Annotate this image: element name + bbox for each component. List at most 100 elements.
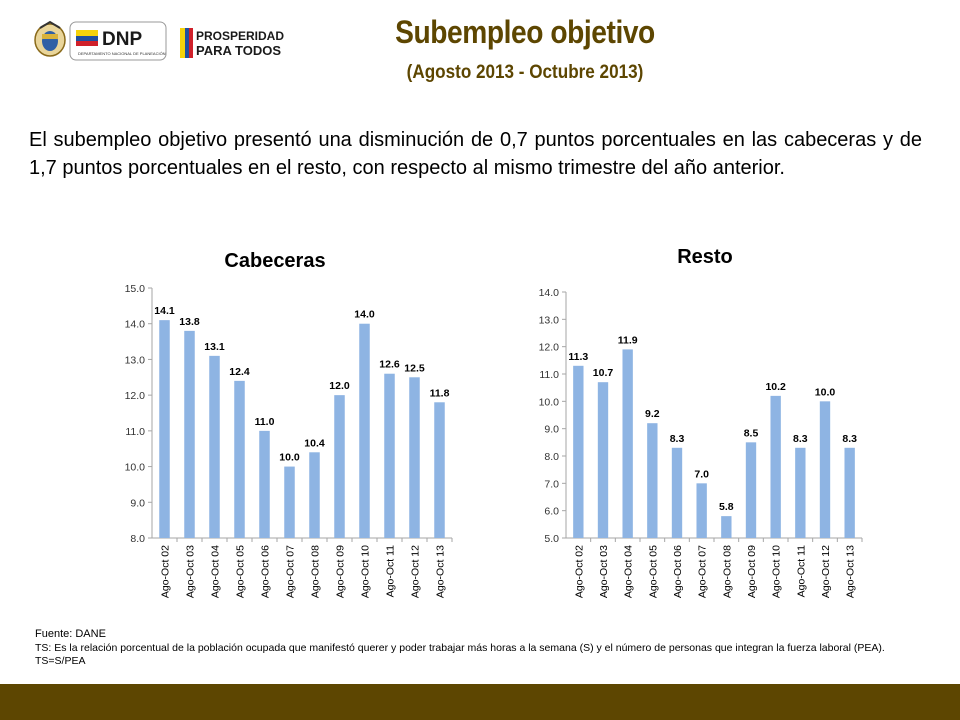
bar	[795, 447, 806, 538]
bar	[696, 483, 707, 538]
bar	[384, 373, 395, 538]
chart-title-resto: Resto	[677, 246, 733, 268]
bar	[671, 447, 683, 538]
bar	[819, 401, 831, 538]
x-tick-label: Ago-Oct 07	[697, 545, 709, 598]
y-tick-label: 11.0	[125, 426, 145, 438]
y-tick-label: 10.0	[539, 396, 560, 408]
chart-title-cabeceras: Cabeceras	[224, 250, 326, 272]
bar	[597, 382, 609, 538]
y-tick-label: 7.0	[544, 478, 559, 490]
bar	[409, 377, 420, 538]
bar	[284, 466, 295, 538]
y-tick-label: 8.0	[544, 451, 559, 463]
bar	[234, 380, 245, 538]
bar	[745, 442, 757, 538]
x-tick-label: Ago-Oct 12	[410, 545, 422, 598]
source-note: Fuente: DANE	[35, 628, 106, 640]
header-logos: DNP DEPARTAMENTO NACIONAL DE PLANEACIÓN …	[34, 20, 284, 61]
y-tick-label: 9.0	[544, 424, 559, 436]
y-tick-label: 5.0	[544, 533, 559, 545]
definition-note: TS: Es la relación porcentual de la pobl…	[35, 642, 885, 667]
data-label: 8.3	[670, 433, 685, 445]
data-label: 12.6	[379, 359, 400, 371]
x-tick-label: Ago-Oct 04	[623, 545, 635, 598]
data-label: 10.2	[765, 381, 786, 393]
bar	[159, 320, 170, 538]
data-label: 8.3	[793, 433, 808, 445]
footer-band	[0, 684, 960, 720]
data-label: 11.8	[430, 387, 450, 399]
x-tick-label: Ago-Oct 07	[285, 545, 297, 598]
bar-chart-resto: 5.0 6.0 7.0 8.0 9.0 10.0 11.0 12.0 13.0 14.0 11.3 A…	[539, 287, 863, 598]
x-tick-label: Ago-Oct 04	[210, 545, 222, 598]
x-tick-label: Ago-Oct 13	[435, 545, 447, 598]
bar	[434, 402, 445, 538]
data-label: 13.1	[204, 341, 225, 353]
x-tick-label: Ago-Oct 09	[335, 545, 347, 598]
prosperidad-logo-line2: PARA TODOS	[196, 43, 281, 58]
bar	[334, 395, 345, 538]
y-tick-label: 14.0	[125, 319, 146, 331]
data-label: 8.5	[744, 427, 759, 439]
data-label: 10.7	[593, 367, 614, 379]
x-tick-label: Ago-Oct 09	[746, 545, 758, 598]
x-tick-label: Ago-Oct 05	[235, 545, 247, 598]
y-tick-label: 13.0	[539, 314, 560, 326]
dnp-logo: DNP DEPARTAMENTO NACIONAL DE PLANEACIÓN	[69, 21, 167, 61]
data-label: 12.5	[404, 362, 425, 374]
x-tick-label: Ago-Oct 08	[721, 545, 733, 598]
x-tick-label: Ago-Oct 06	[260, 545, 272, 598]
data-label: 8.3	[842, 433, 857, 445]
page-title: Subempleo objetivo	[395, 14, 655, 50]
dnp-logo-caption: DEPARTAMENTO NACIONAL DE PLANEACIÓN	[78, 51, 166, 56]
x-tick-label: Ago-Oct 02	[573, 545, 585, 598]
y-tick-label: 13.0	[125, 354, 146, 366]
bar	[844, 447, 855, 538]
x-tick-label: Ago-Oct 02	[160, 545, 172, 598]
data-label: 11.3	[568, 351, 588, 363]
footnotes: Fuente: DANE TS: Es la relación porcentu…	[35, 628, 905, 668]
x-tick-label: Ago-Oct 05	[647, 545, 659, 598]
y-tick-label: 12.0	[539, 342, 560, 354]
bar	[721, 516, 732, 538]
bar	[647, 423, 658, 538]
x-tick-label: Ago-Oct 13	[845, 545, 857, 598]
bar-chart-cabeceras: 8.0 9.0 10.0 11.0 12.0 13.0 14.0 15.0 14.1 Ago-Oc…	[125, 283, 453, 598]
x-tick-label: Ago-Oct 06	[672, 545, 684, 598]
y-tick-label: 8.0	[130, 533, 145, 545]
y-tick-label: 14.0	[539, 287, 560, 299]
x-tick-label: Ago-Oct 08	[310, 545, 322, 598]
bar	[573, 365, 584, 538]
y-tick-label: 9.0	[130, 497, 145, 509]
bar	[622, 349, 633, 538]
coat-of-arms-icon	[34, 20, 66, 57]
x-tick-label: Ago-Oct 11	[795, 545, 807, 597]
bar	[770, 395, 781, 538]
data-label: 14.0	[354, 309, 375, 321]
data-label: 10.4	[304, 437, 325, 449]
prosperidad-logo: PROSPERIDAD PARA TODOS	[180, 28, 284, 58]
data-label: 12.0	[329, 380, 350, 392]
x-tick-label: Ago-Oct 03	[598, 545, 610, 598]
x-tick-label: Ago-Oct 12	[820, 545, 832, 598]
y-tick-label: 6.0	[544, 506, 559, 518]
bar	[209, 355, 220, 538]
summary-paragraph: El subempleo objetivo presentó una dismi…	[29, 129, 922, 179]
x-tick-label: Ago-Oct 03	[185, 545, 197, 598]
dnp-logo-text: DNP	[102, 29, 142, 50]
data-label: 11.0	[255, 416, 275, 428]
data-label: 7.0	[694, 468, 709, 480]
x-tick-label: Ago-Oct 10	[360, 545, 372, 598]
data-label: 11.9	[618, 334, 638, 346]
data-label: 10.0	[815, 386, 836, 398]
bar	[259, 430, 270, 538]
x-tick-label: Ago-Oct 11	[385, 545, 397, 597]
bar	[184, 330, 195, 538]
data-label: 14.1	[154, 305, 175, 317]
bar	[359, 323, 370, 538]
prosperidad-logo-line1: PROSPERIDAD	[196, 29, 284, 43]
data-label: 10.0	[279, 452, 300, 464]
y-tick-label: 10.0	[125, 462, 146, 474]
data-label: 13.8	[179, 316, 200, 328]
